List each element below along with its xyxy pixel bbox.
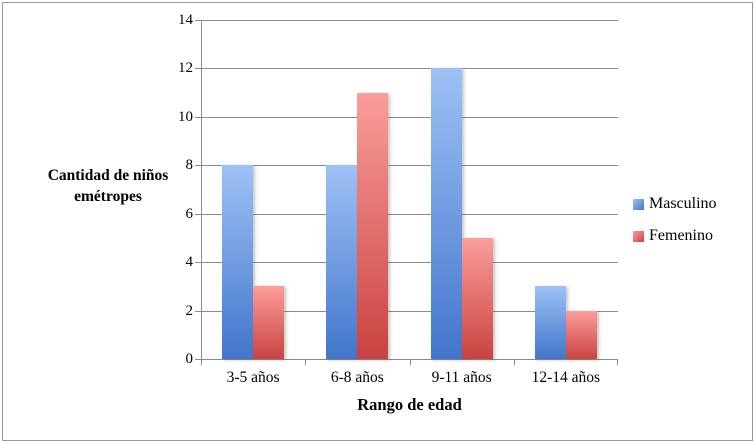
y-tick-mark-2 <box>195 310 201 312</box>
bar-masculino-9-11-años <box>430 68 462 359</box>
gridline-4 <box>201 262 618 264</box>
y-tick-mark-8 <box>195 165 201 167</box>
bar-masculino-3-5-años <box>222 165 254 359</box>
legend-label-masculino: Masculino <box>649 195 717 212</box>
gridline-12 <box>201 68 618 70</box>
x-category-label-1: 6-8 años <box>330 369 384 386</box>
plot-area: 0 2 4 6 8 10 12 14 3-5 años 6-8 años 9-11 años 12-1… <box>178 12 618 386</box>
gridline-14 <box>201 20 618 21</box>
gridline-10 <box>201 116 618 118</box>
y-axis-line <box>201 20 202 360</box>
x-tick-mark-2 <box>410 360 411 365</box>
y-tick-label-2: 2 <box>185 302 194 319</box>
y-tick-mark-6 <box>195 213 201 215</box>
y-tick-label-14: 14 <box>178 12 193 28</box>
x-axis-title: Rango de edad <box>357 395 462 414</box>
y-axis-title: Cantidad de niños emétropes <box>47 167 169 205</box>
legend-swatch-femenino <box>633 230 644 242</box>
bar-femenino-9-11-años <box>461 238 493 359</box>
bar-femenino-3-5-años <box>253 286 285 359</box>
x-tick-mark-3 <box>514 360 515 365</box>
legend: Masculino Femenino <box>633 193 717 257</box>
x-tick-mark-4 <box>617 360 618 365</box>
y-tick-mark-4 <box>195 262 201 264</box>
y-tick-mark-14 <box>195 20 201 21</box>
legend-item-masculino: Masculino <box>633 193 717 215</box>
bar-masculino-6-8-años <box>326 165 358 359</box>
legend-swatch-masculino <box>633 198 644 210</box>
y-tick-mark-0 <box>195 359 201 360</box>
y-tick-label-4: 4 <box>185 254 194 271</box>
gridline-8 <box>201 165 618 167</box>
y-tick-mark-12 <box>195 68 201 70</box>
gridline-6 <box>201 213 618 215</box>
bar-femenino-12-14-años <box>565 311 597 359</box>
x-category-label-0: 3-5 años <box>226 369 280 386</box>
x-category-label-3: 12-14 años <box>531 369 601 386</box>
x-tick-mark-0 <box>201 360 202 365</box>
y-tick-label-10: 10 <box>178 108 193 125</box>
gridline-2 <box>201 310 618 312</box>
x-tick-mark-1 <box>305 360 306 365</box>
bar-masculino-12-14-años <box>534 286 566 359</box>
bar-femenino-6-8-años <box>357 93 389 359</box>
x-axis-line <box>195 359 618 360</box>
y-tick-label-6: 6 <box>185 205 194 222</box>
y-tick-label-8: 8 <box>185 157 194 174</box>
y-tick-mark-10 <box>195 116 201 118</box>
legend-item-femenino: Femenino <box>633 225 717 247</box>
x-category-label-2: 9-11 años <box>431 369 492 386</box>
legend-label-femenino: Femenino <box>649 227 713 244</box>
y-tick-label-12: 12 <box>178 60 193 77</box>
y-tick-label-0: 0 <box>185 351 194 367</box>
